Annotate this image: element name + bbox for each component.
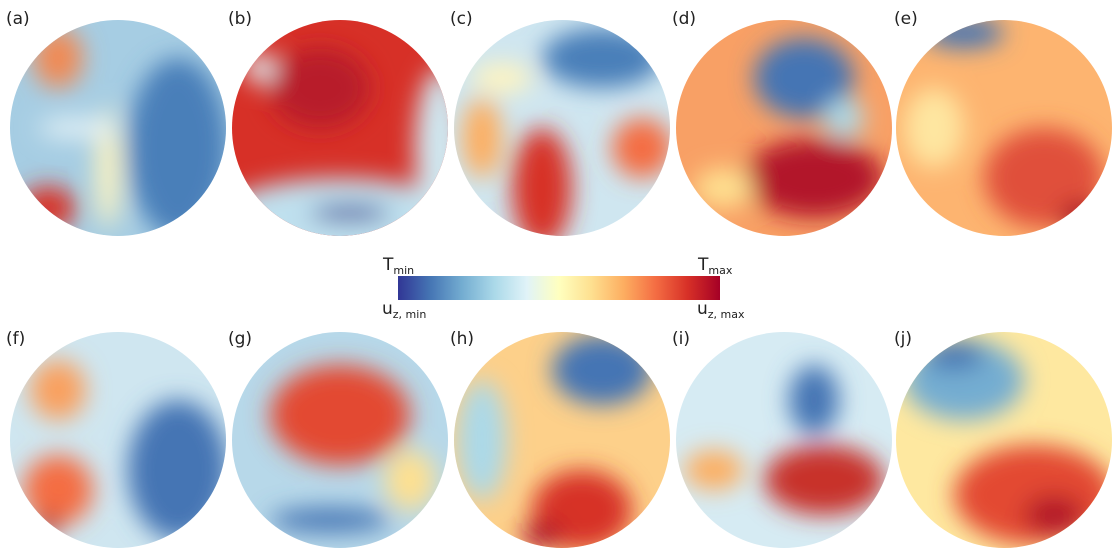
panel-label: (j) [894,329,912,349]
subscript: min [393,264,414,277]
field-g [220,320,460,552]
figure: (a) (b) (c) (d) (e) (f) (g) (h) (i) (j) … [0,0,1118,552]
symbol: T [382,255,394,275]
field-a [0,8,238,248]
field-f [0,320,238,552]
panel-label: (d) [672,9,696,29]
colorbar-label: uz, min [382,299,426,321]
field-j [884,320,1118,552]
panel-label: (b) [228,9,252,29]
panel-label: (i) [672,329,690,349]
field-c [442,8,682,248]
field-b [210,8,470,268]
panel-label: (h) [450,329,474,349]
colorbar [398,276,720,300]
field-h [442,320,682,552]
subscript: z, min [393,308,427,321]
symbol: u [382,299,393,319]
field-i [664,320,904,552]
field-d [664,8,904,248]
colorbar-label: Tmin [382,255,414,277]
colorbar-label: Tmax [697,255,733,277]
field-e [884,8,1118,248]
colorbar-label: uz, max [697,299,745,321]
subscript: z, max [708,308,745,321]
panel-label: (e) [894,9,918,29]
panel-label: (c) [450,9,473,29]
panel-label: (f) [6,329,25,349]
panel-label: (g) [228,329,252,349]
symbol: T [697,255,709,275]
panel-label: (a) [6,9,30,29]
subscript: max [708,264,732,277]
symbol: u [697,299,708,319]
